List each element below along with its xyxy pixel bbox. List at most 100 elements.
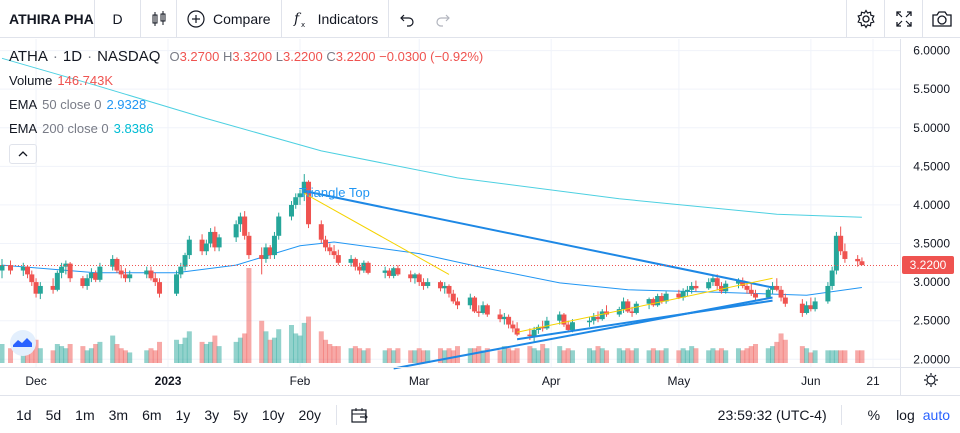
- symbol-search-button[interactable]: ATHIRA PHA: [0, 0, 95, 38]
- range-button-5d[interactable]: 5d: [45, 406, 62, 423]
- candle-body: [753, 293, 759, 298]
- candle-body: [352, 258, 358, 267]
- goto-date-button[interactable]: [345, 407, 375, 423]
- range-button-3y[interactable]: 3y: [204, 406, 220, 423]
- volume-bar: [455, 346, 461, 363]
- volume-bar: [472, 348, 478, 363]
- plus-circle-icon: [187, 9, 205, 28]
- volume-bar: [216, 346, 222, 363]
- volume-bar: [276, 329, 282, 363]
- volume-bar: [67, 344, 73, 363]
- candles-icon: [152, 10, 165, 26]
- high-key: H: [222, 48, 233, 64]
- volume-bar: [110, 335, 116, 363]
- svg-text:x: x: [301, 21, 305, 28]
- interval-button[interactable]: D: [95, 0, 141, 38]
- candle-body: [748, 289, 754, 294]
- settings-button[interactable]: [846, 0, 884, 38]
- tradingview-logo[interactable]: [6, 330, 40, 356]
- volume-bar: [437, 348, 443, 363]
- volume-bar: [531, 348, 537, 363]
- ema200-line: [1, 57, 862, 218]
- candle-body: [650, 299, 656, 306]
- volume-bar: [54, 344, 60, 363]
- candle-body: [621, 301, 627, 310]
- fullscreen-icon: [895, 11, 912, 27]
- range-button-1y[interactable]: 1y: [175, 406, 191, 423]
- candle-body: [833, 235, 839, 271]
- range-button-3m[interactable]: 3m: [108, 406, 129, 423]
- range-button-5y[interactable]: 5y: [233, 406, 248, 423]
- candle-body: [63, 263, 69, 267]
- volume-bar: [361, 350, 367, 363]
- volume-bar: [723, 350, 729, 363]
- compare-button[interactable]: Compare: [177, 0, 282, 38]
- candle-body: [297, 193, 303, 198]
- symbol-legend-row[interactable]: ATHA · 1D · NASDAQ O3.2700 H3.3200 L3.22…: [9, 47, 484, 65]
- candle-body: [770, 285, 776, 290]
- candle-body: [276, 216, 282, 236]
- close-key: C: [326, 48, 336, 64]
- volume-bar: [808, 352, 814, 363]
- function-icon: f x: [293, 11, 305, 28]
- gear-icon: [926, 375, 936, 385]
- candle-body: [182, 255, 188, 267]
- range-button-1m[interactable]: 1m: [75, 406, 95, 423]
- log-scale-button[interactable]: log: [896, 407, 915, 423]
- range-button-6m[interactable]: 6m: [142, 406, 162, 423]
- auto-scale-button[interactable]: auto: [922, 407, 950, 423]
- candle-body: [569, 322, 575, 330]
- volume-bar: [625, 348, 631, 363]
- price-axis[interactable]: 6.0000 5.5000 5.0000 4.5000 4.0000 3.5000 3.00…: [913, 44, 950, 367]
- timezone-clock[interactable]: 23:59:32 (UTC-4): [718, 405, 842, 425]
- candle-body: [127, 274, 133, 279]
- volume-bar: [621, 350, 627, 363]
- trendline[interactable]: [304, 190, 773, 289]
- trendline[interactable]: [516, 299, 773, 341]
- candle-body: [331, 251, 337, 256]
- candle-body: [557, 314, 563, 321]
- candle-body: [301, 181, 307, 194]
- candle-body: [327, 247, 333, 252]
- volume-bar: [586, 348, 592, 363]
- candle-body: [59, 266, 65, 273]
- candle-body: [323, 239, 329, 248]
- pattern-line[interactable]: [304, 192, 450, 275]
- candle-body: [20, 266, 26, 271]
- ema50-legend-row[interactable]: EMA 50 close 0 2.9328: [9, 92, 483, 116]
- pattern-line[interactable]: [517, 277, 773, 333]
- indicators-button[interactable]: f x Indicators: [282, 0, 390, 38]
- snapshot-button[interactable]: [922, 0, 960, 38]
- range-button-20y[interactable]: 20y: [298, 406, 322, 423]
- axis-settings-button[interactable]: [924, 373, 938, 387]
- candle-body: [416, 274, 422, 283]
- candle-body: [472, 297, 478, 312]
- close-value: 3.2200: [335, 48, 376, 64]
- fullscreen-button[interactable]: [884, 0, 922, 38]
- redo-button[interactable]: [425, 0, 461, 38]
- volume-legend-row[interactable]: Volume 146.743K: [9, 68, 483, 92]
- price-chart[interactable]: Triangle Top 6.0000 5.5000 5.0000 4.5000 4.0…: [0, 39, 960, 395]
- chart-type-button[interactable]: [141, 0, 177, 38]
- time-tick-label: 2023: [155, 374, 182, 388]
- undo-button[interactable]: [389, 0, 425, 38]
- current-price-tag: [902, 256, 954, 274]
- pattern-drawings[interactable]: [304, 190, 773, 370]
- range-button-10y[interactable]: 10y: [261, 406, 285, 423]
- range-button-1d[interactable]: 1d: [16, 406, 32, 423]
- volume-bar: [352, 346, 358, 363]
- legend-ticker: ATHA: [9, 47, 48, 65]
- pattern-label[interactable]: Triangle Top: [299, 185, 370, 200]
- volume-bar: [144, 350, 150, 363]
- ema200-legend-row[interactable]: EMA 200 close 0 3.8386: [9, 116, 483, 140]
- percent-scale-button[interactable]: %: [867, 407, 881, 423]
- time-tick-label: Apr: [542, 374, 561, 388]
- ema50-line: [1, 241, 862, 296]
- candle-body: [361, 262, 367, 271]
- candle-body: [646, 299, 652, 304]
- volume-bar: [199, 341, 205, 363]
- time-axis[interactable]: Dec 2023 Feb Mar Apr May Jun 21: [25, 374, 880, 388]
- legend-collapse-button[interactable]: [9, 144, 37, 164]
- candle-body: [263, 247, 269, 259]
- volume-bar: [331, 346, 337, 363]
